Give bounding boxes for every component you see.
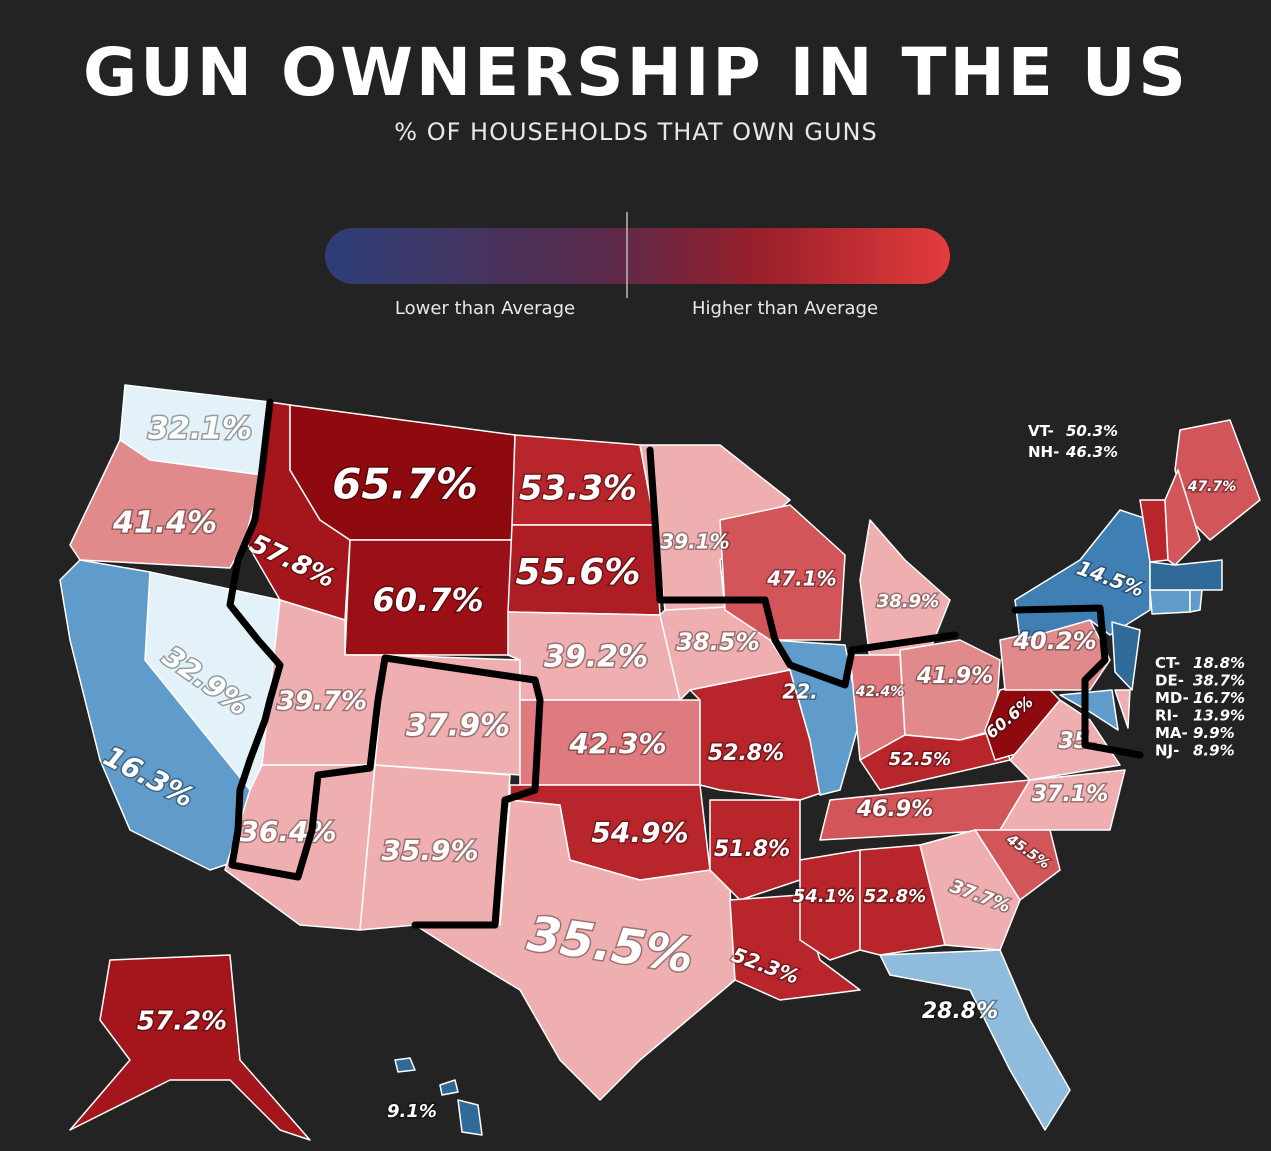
state-label: 41.9% xyxy=(916,664,993,689)
state-label: 52.8% xyxy=(708,741,784,766)
legend-high: Higher than Average xyxy=(692,298,878,319)
northeast-list: VT- 50.3% NH- 46.3% CT- 18.8% DE- 38.7%MD- 16.7%… xyxy=(1028,422,1245,760)
state-label: 47.1% xyxy=(766,567,836,591)
state-label: 54.1% xyxy=(793,886,855,907)
hand-drawn-outlines xyxy=(226,398,1144,929)
state-label: 42.3% xyxy=(568,727,666,760)
state-abbr: NH- xyxy=(1028,443,1059,461)
state-shape xyxy=(1059,689,1119,731)
state-shape xyxy=(879,949,1071,1131)
outline-east xyxy=(1011,604,1144,759)
state-shape xyxy=(709,799,801,901)
state-value: 46.3% xyxy=(1065,443,1118,461)
state-shape xyxy=(999,769,1126,831)
state-value: 9.9% xyxy=(1193,724,1235,742)
state-label: 38.9% xyxy=(877,591,939,612)
state-label: 9.1% xyxy=(387,1101,437,1122)
state-shape xyxy=(394,1057,416,1073)
title: GUN OWNERSHIP IN THE US xyxy=(83,34,1189,111)
state-value: 18.8% xyxy=(1193,654,1245,672)
state-value: 38.7% xyxy=(1193,672,1245,690)
state-label: 28.8% xyxy=(922,999,998,1024)
state-label: 52.5% xyxy=(889,749,951,770)
state-shape xyxy=(439,1079,459,1096)
state-shape xyxy=(859,844,946,956)
state-value: 13.9% xyxy=(1193,707,1245,725)
state-shape xyxy=(1174,419,1261,541)
state-abbr: NJ- xyxy=(1155,742,1179,760)
state-value: 50.3% xyxy=(1066,422,1118,440)
state-shape xyxy=(1114,689,1131,729)
state-label: 40.2% xyxy=(1012,627,1096,655)
state-value: 16.7% xyxy=(1193,689,1245,707)
state-abbr: RI- xyxy=(1155,707,1178,725)
state-shape xyxy=(719,504,846,641)
state-shape xyxy=(509,784,711,881)
state-label: 47.7% xyxy=(1187,479,1237,495)
state-shape xyxy=(1009,699,1121,781)
state-shape xyxy=(1111,621,1141,691)
state-shape xyxy=(799,849,861,961)
state-label: 36.4% xyxy=(239,815,336,848)
state-abbr: CT- xyxy=(1155,654,1180,672)
state-label: 46.9% xyxy=(856,797,933,822)
state-label: 52.8% xyxy=(864,886,926,907)
state-label: 41.4% xyxy=(112,506,217,541)
state-abbr: VT- xyxy=(1028,422,1054,440)
state-shape xyxy=(919,829,1021,951)
state-label: 54.9% xyxy=(591,816,688,849)
state-label: 35. xyxy=(1059,729,1098,754)
state-label: 38.5% xyxy=(676,628,759,656)
state-label: 51.8% xyxy=(714,837,790,862)
state-value: 8.9% xyxy=(1193,742,1235,760)
state-label: 22. xyxy=(782,680,817,704)
state-label: 42.4% xyxy=(855,684,905,700)
state-shape xyxy=(69,954,311,1141)
state-abbr: MA- xyxy=(1155,724,1188,742)
state-label: 32.1% xyxy=(148,412,252,447)
state-label: 35.9% xyxy=(381,834,478,867)
state-label: 60.7% xyxy=(372,581,483,619)
state-label: 39.1% xyxy=(660,530,729,554)
state-abbr: DE- xyxy=(1155,672,1184,690)
state-label: 57.2% xyxy=(137,1007,227,1037)
state-shape xyxy=(1149,589,1191,615)
state-label: 37.9% xyxy=(406,709,510,744)
outline-west xyxy=(226,398,544,929)
state-label: 55.6% xyxy=(516,552,641,593)
state-shape xyxy=(457,1099,483,1136)
state-label: 65.7% xyxy=(332,460,478,509)
subtitle: % OF HOUSEHOLDS THAT OWN GUNS xyxy=(394,118,877,146)
state-label: 53.3% xyxy=(519,469,637,509)
state-abbr: MD- xyxy=(1155,689,1189,707)
legend-low: Lower than Average xyxy=(395,298,575,319)
outline-midwest xyxy=(646,446,959,689)
state-label: 39.2% xyxy=(544,640,648,675)
state-shape xyxy=(1149,559,1223,591)
state-label: 39.7% xyxy=(277,687,367,717)
state-shape xyxy=(59,559,251,871)
state-shape xyxy=(1189,589,1203,613)
legend-bar xyxy=(325,228,950,284)
states xyxy=(59,384,1261,1141)
state-shape xyxy=(1164,469,1201,566)
state-label: 37.1% xyxy=(1032,782,1108,807)
